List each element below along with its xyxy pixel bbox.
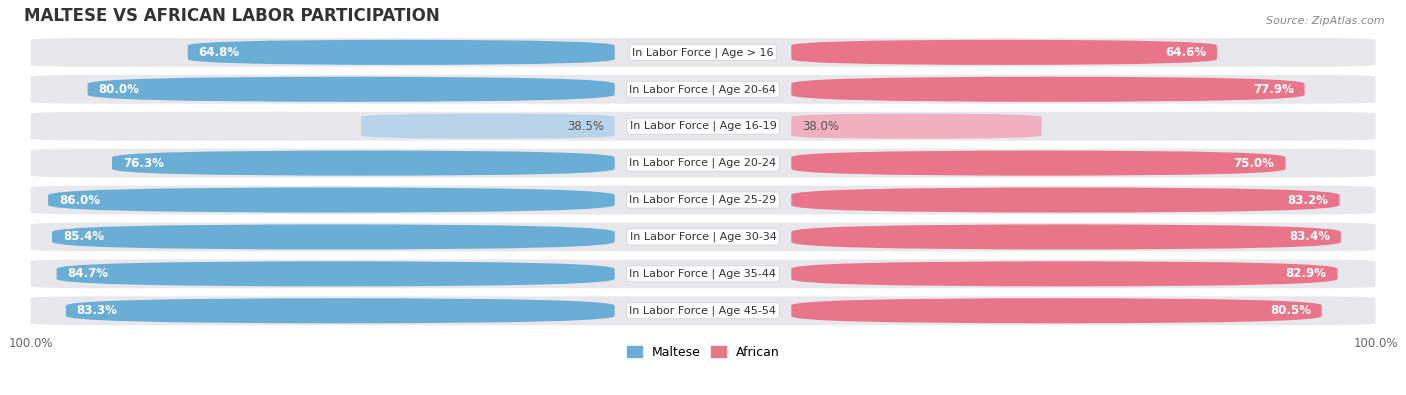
FancyBboxPatch shape	[31, 112, 1375, 141]
FancyBboxPatch shape	[52, 224, 614, 250]
FancyBboxPatch shape	[66, 298, 614, 324]
Text: In Labor Force | Age > 16: In Labor Force | Age > 16	[633, 47, 773, 58]
Text: 85.4%: 85.4%	[63, 230, 104, 243]
Text: 77.9%: 77.9%	[1253, 83, 1294, 96]
FancyBboxPatch shape	[56, 261, 614, 286]
Text: 38.0%: 38.0%	[803, 120, 839, 133]
FancyBboxPatch shape	[87, 77, 614, 102]
FancyBboxPatch shape	[792, 150, 1285, 176]
Text: Source: ZipAtlas.com: Source: ZipAtlas.com	[1267, 16, 1385, 26]
Text: In Labor Force | Age 20-24: In Labor Force | Age 20-24	[630, 158, 776, 168]
Text: 83.4%: 83.4%	[1289, 230, 1330, 243]
FancyBboxPatch shape	[31, 260, 1375, 288]
FancyBboxPatch shape	[31, 38, 1375, 67]
Text: 80.0%: 80.0%	[98, 83, 139, 96]
Text: 64.8%: 64.8%	[198, 46, 240, 59]
Text: In Labor Force | Age 25-29: In Labor Force | Age 25-29	[630, 195, 776, 205]
Text: MALTESE VS AFRICAN LABOR PARTICIPATION: MALTESE VS AFRICAN LABOR PARTICIPATION	[24, 7, 440, 25]
Legend: Maltese, African: Maltese, African	[621, 340, 785, 364]
FancyBboxPatch shape	[792, 40, 1218, 65]
Text: In Labor Force | Age 30-34: In Labor Force | Age 30-34	[630, 232, 776, 242]
FancyBboxPatch shape	[31, 149, 1375, 177]
Text: In Labor Force | Age 35-44: In Labor Force | Age 35-44	[630, 269, 776, 279]
FancyBboxPatch shape	[792, 77, 1305, 102]
FancyBboxPatch shape	[792, 188, 1340, 213]
Text: 83.2%: 83.2%	[1288, 194, 1329, 207]
Text: 86.0%: 86.0%	[59, 194, 100, 207]
FancyBboxPatch shape	[112, 150, 614, 176]
FancyBboxPatch shape	[792, 298, 1322, 324]
Text: 76.3%: 76.3%	[122, 156, 163, 169]
FancyBboxPatch shape	[792, 224, 1341, 250]
FancyBboxPatch shape	[361, 114, 614, 139]
Text: 38.5%: 38.5%	[567, 120, 603, 133]
FancyBboxPatch shape	[792, 114, 1042, 139]
FancyBboxPatch shape	[188, 40, 614, 65]
Text: 82.9%: 82.9%	[1285, 267, 1327, 280]
FancyBboxPatch shape	[31, 186, 1375, 214]
FancyBboxPatch shape	[48, 188, 614, 213]
Text: In Labor Force | Age 45-54: In Labor Force | Age 45-54	[630, 305, 776, 316]
Text: In Labor Force | Age 20-64: In Labor Force | Age 20-64	[630, 84, 776, 94]
FancyBboxPatch shape	[31, 222, 1375, 251]
Text: 83.3%: 83.3%	[77, 304, 118, 317]
FancyBboxPatch shape	[31, 75, 1375, 103]
FancyBboxPatch shape	[792, 261, 1337, 286]
FancyBboxPatch shape	[31, 296, 1375, 325]
Text: 80.5%: 80.5%	[1270, 304, 1310, 317]
Text: 64.6%: 64.6%	[1166, 46, 1206, 59]
Text: 75.0%: 75.0%	[1233, 156, 1275, 169]
Text: 84.7%: 84.7%	[67, 267, 108, 280]
Text: In Labor Force | Age 16-19: In Labor Force | Age 16-19	[630, 121, 776, 132]
